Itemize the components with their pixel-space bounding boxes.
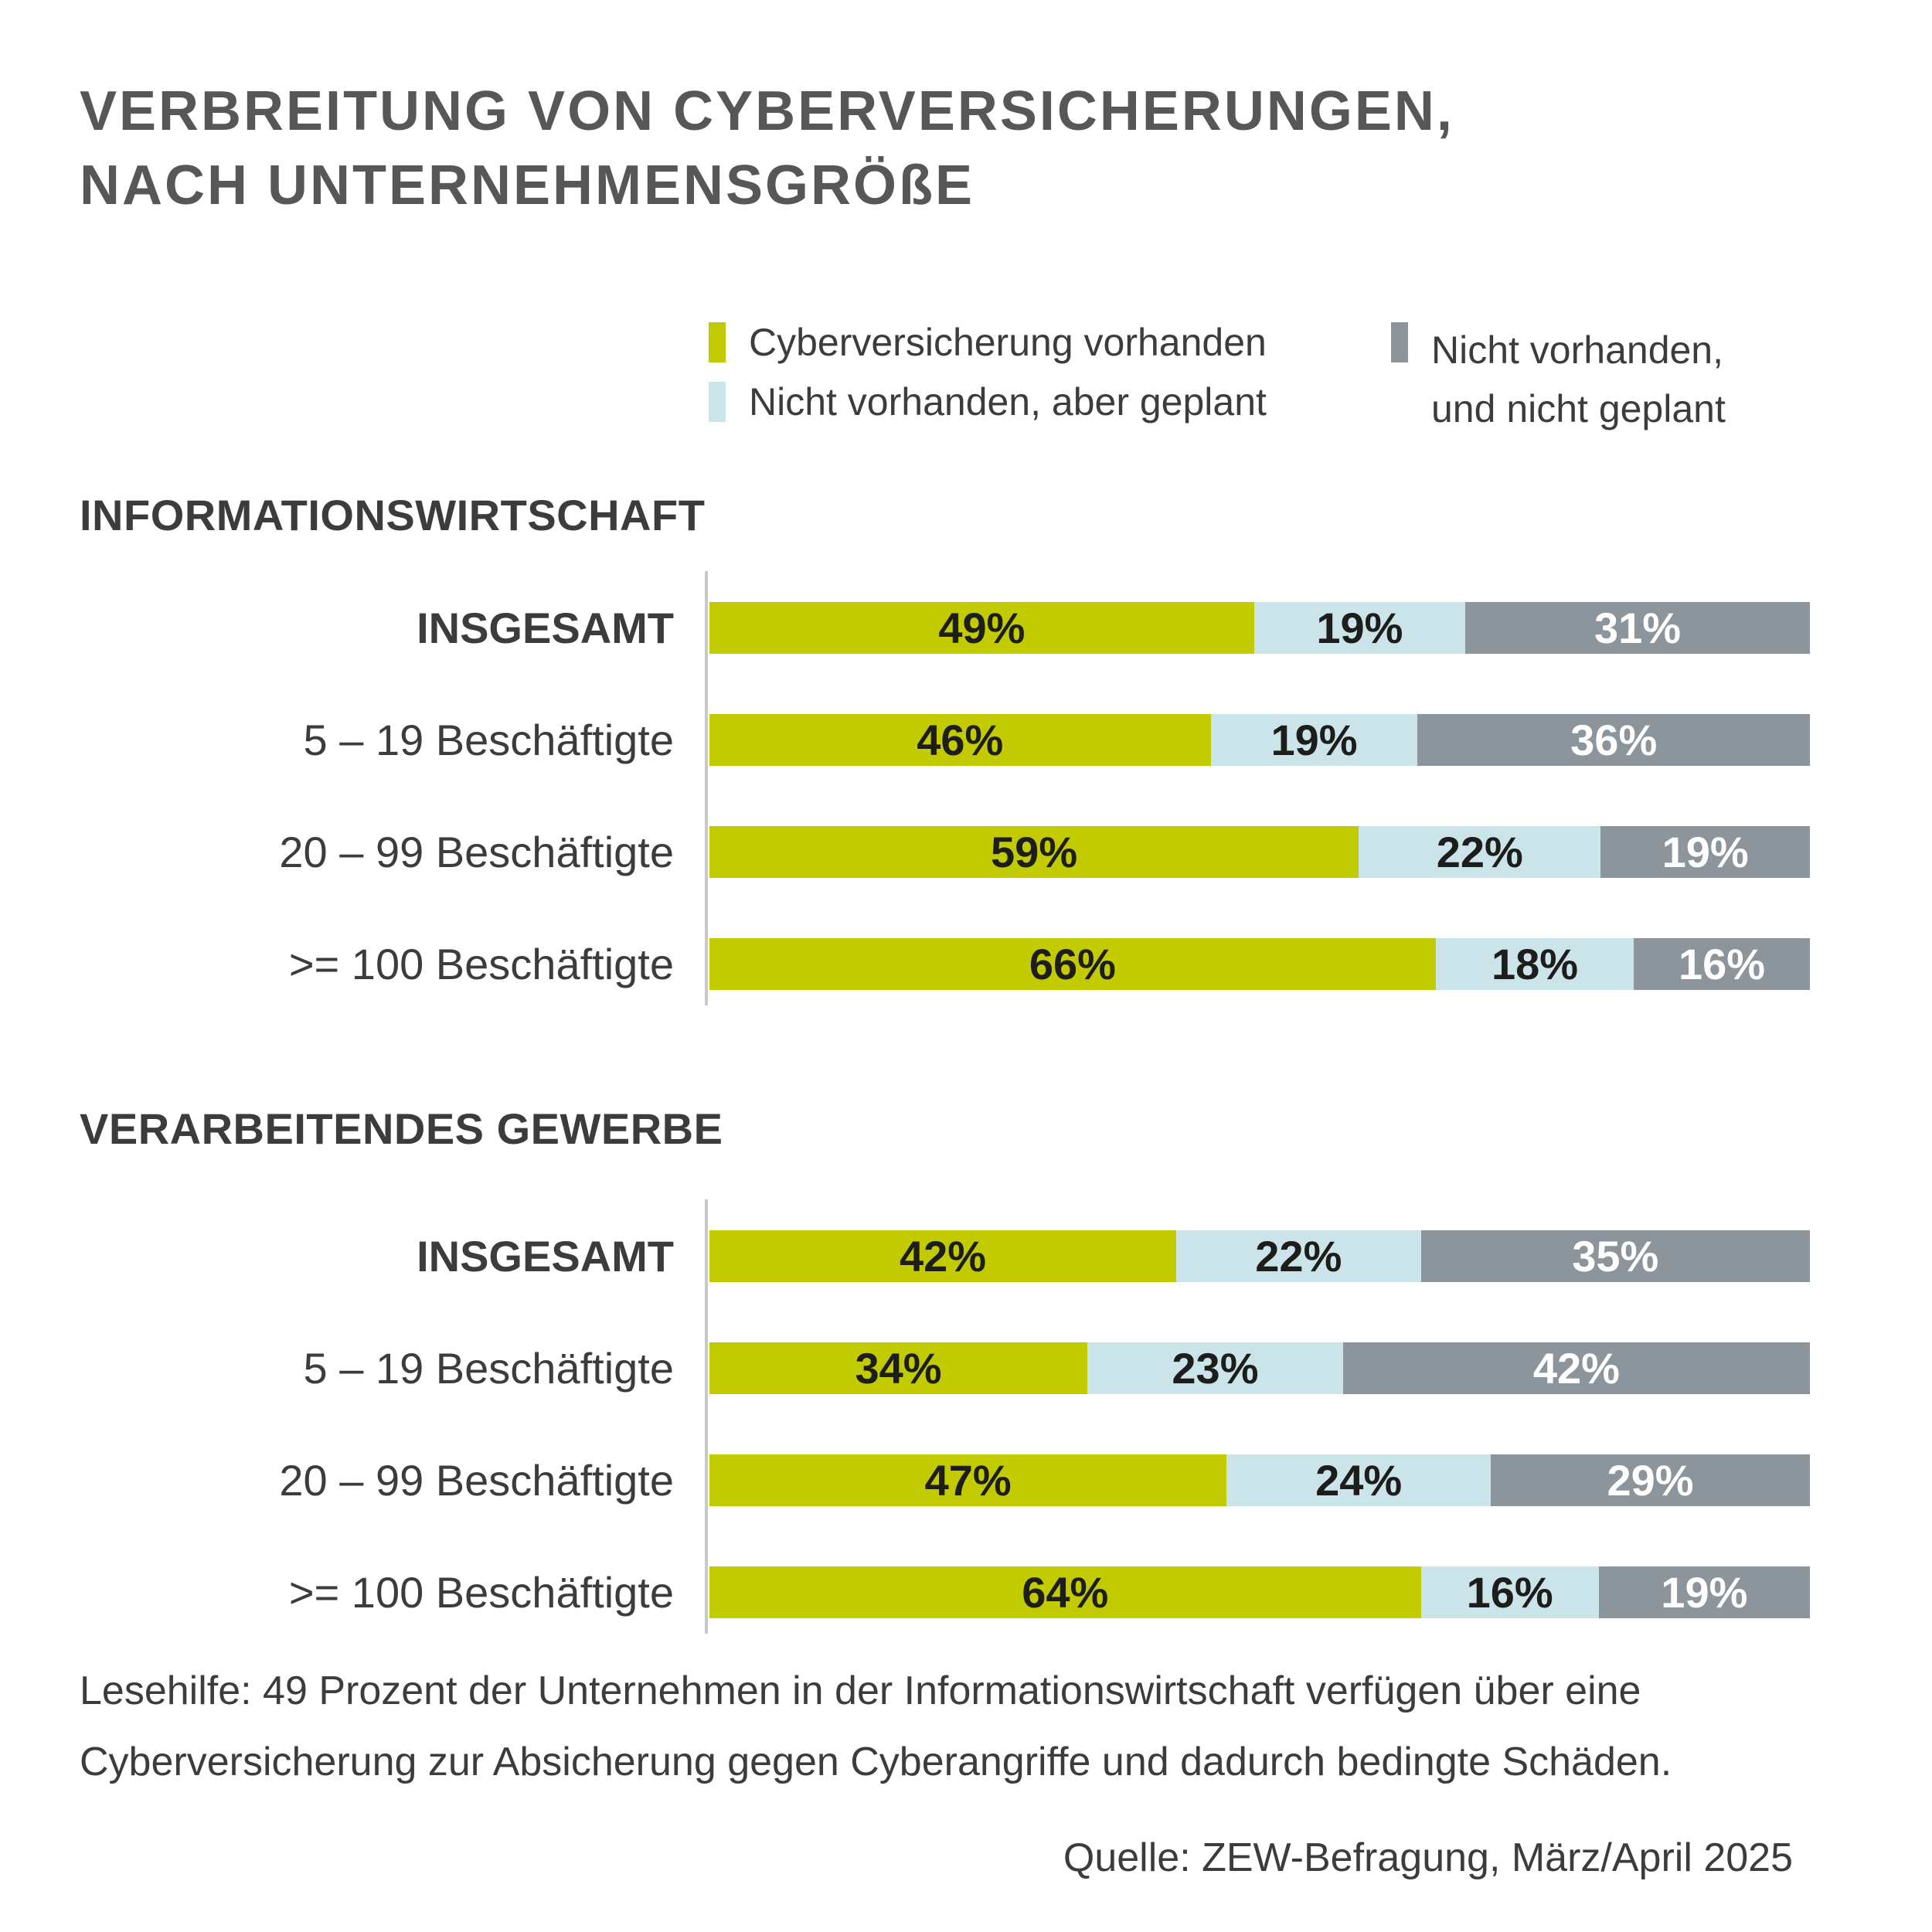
bar-row: INSGESAMT 49% 19% 31% [80,602,1810,654]
bar-segment: 42% [709,1230,1177,1282]
bar-segment: 19% [1600,826,1810,878]
row-label: INSGESAMT [417,604,674,652]
stacked-bar: 42% 22% 35% [709,1230,1810,1282]
stacked-bar: 47% 24% 29% [709,1454,1810,1506]
bar-segment: 16% [1420,1566,1599,1618]
section-title-verarbeitendes-gewerbe: VERARBEITENDES GEWERBE [80,1104,723,1153]
chart-title: VERBREITUNG VON CYBERVERSICHERUNGEN, NACH… [80,74,1454,223]
value-label: 22% [1255,1232,1342,1281]
value-label: 31% [1594,604,1682,652]
legend-swatch-lightblue-icon [709,382,726,422]
value-label: 42% [1532,1344,1620,1393]
bar-segment: 29% [1491,1454,1810,1506]
value-label: 36% [1570,716,1658,764]
bar-segment: 46% [709,714,1211,766]
value-label: 49% [938,604,1026,652]
stacked-bar: 46% 19% 36% [709,714,1810,766]
source-note: Quelle: ZEW-Befragung, März/April 2025 [1063,1835,1793,1880]
bar-row: 20 – 99 Beschäftigte 47% 24% 29% [80,1454,1810,1506]
reading-help-note: Lesehilfe: 49 Prozent der Unternehmen in… [80,1655,1672,1798]
legend-item-geplant: Nicht vorhanden, aber geplant [709,380,1267,423]
legend-label: Nicht vorhanden, aber geplant [749,380,1267,423]
reading-help-line-1: Lesehilfe: 49 Prozent der Unternehmen in… [80,1668,1641,1713]
bar-segment: 22% [1176,1230,1421,1282]
axis-line [705,571,708,1005]
value-label: 66% [1029,940,1116,988]
legend-label-line-2: und nicht geplant [1431,387,1726,430]
stacked-bar: 66% 18% 16% [709,938,1810,990]
bar-segment: 36% [1417,714,1810,766]
bar-segment: 19% [1210,714,1418,766]
row-label: >= 100 Beschäftigte [288,940,674,988]
value-label: 22% [1436,828,1523,876]
value-label: 29% [1607,1456,1694,1505]
row-label: 5 – 19 Beschäftigte [303,1344,674,1393]
bar-segment: 16% [1634,938,1810,990]
legend-swatch-green-icon [709,322,726,362]
value-label: 64% [1022,1568,1109,1617]
bar-row: INSGESAMT 42% 22% 35% [80,1230,1810,1282]
bar-segment: 59% [709,826,1359,878]
value-label: 18% [1491,940,1579,988]
bar-segment: 64% [709,1566,1421,1618]
bar-segment: 19% [1253,602,1466,654]
value-label: 46% [917,716,1004,764]
reading-help-line-2: Cyberversicherung zur Absicherung gegen … [80,1740,1672,1784]
bar-segment: 35% [1420,1230,1810,1282]
legend-item-nicht-geplant: Nicht vorhanden, und nicht geplant [1391,321,1726,438]
axis-line [705,1199,708,1634]
bar-segment: 49% [709,602,1254,654]
legend-label: Cyberversicherung vorhanden [749,321,1267,364]
value-label: 23% [1172,1344,1259,1393]
row-label: >= 100 Beschäftigte [288,1568,674,1617]
row-label: 20 – 99 Beschäftigte [279,828,674,876]
value-label: 19% [1661,1568,1748,1617]
row-label: 5 – 19 Beschäftigte [303,716,674,764]
value-label: 24% [1315,1456,1403,1505]
chart-informationswirtschaft: INSGESAMT 49% 19% 31% 5 – 19 Beschäftigte 46%… [80,602,1810,990]
bar-segment: 22% [1359,826,1601,878]
bar-row: 5 – 19 Beschäftigte 34% 23% 42% [80,1342,1810,1394]
legend-swatch-gray-icon [1391,322,1408,362]
stacked-bar: 34% 23% 42% [709,1342,1810,1394]
legend-label: Nicht vorhanden, und nicht geplant [1431,321,1726,438]
bar-segment: 18% [1435,938,1634,990]
value-label: 16% [1679,940,1766,988]
value-label: 35% [1572,1232,1659,1281]
bar-segment: 34% [709,1342,1088,1394]
bar-segment: 66% [709,938,1436,990]
legend-item-vorhanden: Cyberversicherung vorhanden [709,321,1267,364]
value-label: 19% [1316,604,1403,652]
stacked-bar: 59% 22% 19% [709,826,1810,878]
bar-row: 20 – 99 Beschäftigte 59% 22% 19% [80,826,1810,878]
bar-row: 5 – 19 Beschäftigte 46% 19% 36% [80,714,1810,766]
bar-segment: 47% [709,1454,1227,1506]
row-label: INSGESAMT [417,1232,674,1281]
chart-verarbeitendes-gewerbe: INSGESAMT 42% 22% 35% 5 – 19 Beschäftigte 34%… [80,1230,1810,1618]
bar-row: >= 100 Beschäftigte 66% 18% 16% [80,938,1810,990]
stacked-bar: 49% 19% 31% [709,602,1810,654]
value-label: 19% [1270,716,1358,764]
value-label: 47% [924,1456,1012,1505]
chart-title-line-2: NACH UNTERNEHMENSGRÖßE [80,155,975,216]
value-label: 59% [991,828,1078,876]
row-label: 20 – 99 Beschäftigte [279,1456,674,1505]
stacked-bar: 64% 16% 19% [709,1566,1810,1618]
value-label: 19% [1662,828,1749,876]
value-label: 16% [1466,1568,1553,1617]
bar-row: >= 100 Beschäftigte 64% 16% 19% [80,1566,1810,1618]
chart-title-line-1: VERBREITUNG VON CYBERVERSICHERUNGEN, [80,80,1454,142]
bar-segment: 19% [1598,1566,1810,1618]
bar-segment: 42% [1342,1342,1810,1394]
value-label: 34% [855,1344,942,1393]
bar-segment: 31% [1465,602,1810,654]
value-label: 42% [900,1232,987,1281]
bar-segment: 24% [1226,1454,1492,1506]
bar-segment: 23% [1087,1342,1343,1394]
legend-label-line-1: Nicht vorhanden, [1431,328,1724,372]
section-title-informationswirtschaft: INFORMATIONSWIRTSCHAFT [80,491,706,539]
